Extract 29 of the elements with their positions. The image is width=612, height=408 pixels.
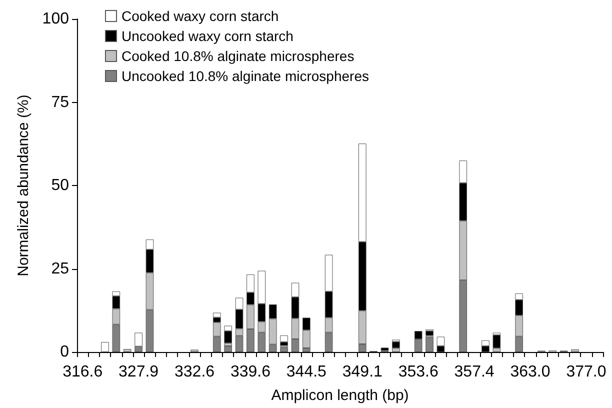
bar [123,349,132,352]
legend-label: Cooked 10.8% alginate microspheres [122,48,354,64]
y-tick-label: 50 [51,177,70,194]
y-axis-title: Normalized abundance (%) [15,94,32,276]
x-tick-label: 344.5 [286,364,327,380]
legend-label: Uncooked waxy corn starch [122,28,294,44]
x-tick-label: 377.0 [566,364,606,380]
y-tick-label: 0 [60,344,70,360]
bar [492,335,501,348]
legend-label: Uncooked 10.8% alginate microspheres [122,68,369,84]
x-axis-title: Amplicon length (bp) [271,387,409,404]
x-tick-label: 353.6 [398,364,438,380]
y-tick-label: 100 [42,10,70,28]
legend-label: Cooked waxy corn starch [122,8,279,24]
x-tick-label: 357.4 [454,364,494,380]
bar [392,342,400,348]
bar [571,349,579,352]
bar [280,347,288,352]
x-tick-label: 327.9 [118,364,159,380]
bar [101,342,109,352]
x-tick-label: 349.1 [342,364,382,380]
bar [280,335,288,342]
y-tick-label: 75 [51,94,70,111]
x-tick-label: 332.6 [174,364,215,380]
bar [224,346,232,352]
x-tick-label: 363.0 [510,364,550,380]
x-tick-label: 339.6 [230,364,271,380]
x-tick-label: 316.6 [62,364,103,380]
y-tick-label: 25 [51,260,70,278]
